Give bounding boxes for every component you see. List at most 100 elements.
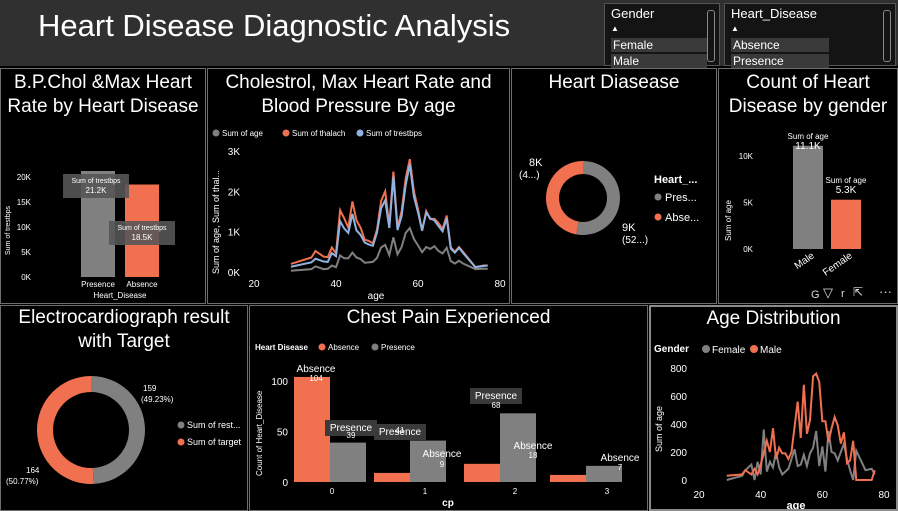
data-label-box (63, 174, 129, 198)
slicer-heart-disease[interactable]: Heart_Disease ▲ Absence Presence (724, 3, 896, 68)
legend-marker (282, 129, 290, 137)
y-tick-label: 0 (681, 476, 687, 487)
legend-label: Presence (381, 343, 415, 352)
data-label-value: 5.3K (836, 185, 857, 196)
age-line-svg: Sum of age Sum of thalach Sum of trestbps 0… (211, 129, 506, 302)
legend-title: Heart Disease (255, 343, 308, 352)
y-tick-label: 1K (228, 228, 241, 239)
series-line-male (726, 371, 876, 481)
donut-slice-absence (545, 161, 583, 235)
y-tick-label: 0K (743, 245, 753, 254)
data-label-value: 18 (529, 451, 538, 460)
data-label-series: Sum of age (788, 132, 829, 141)
data-label-series: Sum of trestbps (117, 225, 167, 232)
x-tick-label: 40 (755, 490, 767, 501)
data-label-series: Presence (475, 391, 518, 402)
data-label-series: Presence (330, 423, 373, 434)
y-tick-label: 0 (282, 478, 288, 489)
data-label-series: Absence (423, 449, 462, 460)
data-label-series: Absence (514, 441, 553, 452)
slicer-heart-disease-scrollbar[interactable] (883, 10, 891, 62)
data-label-value: 11.1K (795, 141, 821, 152)
x-tick-label: Female (821, 250, 855, 278)
data-label-value: 9 (440, 460, 445, 469)
slicer-item-presence[interactable]: Presence (731, 54, 829, 68)
legend-title: Heart_... (654, 174, 697, 186)
data-label-series: Sum of age (826, 176, 867, 185)
y-tick-label: 10K (739, 152, 754, 161)
legend-label: Sum of age (222, 129, 263, 138)
x-tick-label: 40 (330, 279, 342, 290)
panel-bp-chart: B.P.Chol &Max Heart Rate by Heart Diseas… (0, 68, 206, 304)
legend-label: Sum of target (187, 437, 242, 447)
slicer-heart-disease-title: Heart_Disease (731, 6, 817, 21)
legend-label: Sum of trestbps (366, 129, 422, 138)
slicer-item-male[interactable]: Male (611, 54, 707, 68)
x-tick-label: Presence (81, 280, 115, 289)
panel-title: Heart Diasease (548, 72, 680, 93)
x-axis-title: age (368, 291, 385, 302)
series-line-sum-of-age (290, 226, 488, 272)
legend-marker (177, 421, 185, 429)
more-options-icon[interactable]: ··· (879, 284, 892, 299)
donut-slice-0 (91, 376, 145, 484)
y-tick-label: 200 (670, 448, 687, 459)
legend-label: Abse... (665, 212, 699, 224)
slicer-gender-title: Gender (611, 6, 655, 21)
legend-label: Female (712, 345, 746, 356)
data-label-value: 68 (492, 401, 501, 410)
legend-marker (654, 193, 662, 201)
slice-value-label: 9K (622, 222, 636, 234)
bar-presence-cp0 (330, 442, 366, 482)
legend-title: Gender (654, 344, 689, 355)
x-tick-label: 0 (330, 487, 335, 496)
x-axis-title: Heart_Disease (94, 291, 147, 300)
data-label-value: 21.2K (86, 186, 108, 195)
panel-title: B.P.Chol &Max Heart Rate by Heart Diseas… (7, 72, 199, 117)
x-axis-title: cp (442, 498, 454, 509)
data-label-box (109, 221, 175, 245)
y-axis-title: Sum of trestbps (5, 205, 12, 255)
donut-slice-1 (36, 376, 94, 484)
x-tick-label: 1 (423, 487, 428, 496)
data-label-series: Absence (601, 453, 640, 464)
panel-ecg-donut: Electrocardiograph result with Target 15… (0, 305, 248, 511)
ecg-donut-svg: 159 (49.23%) 164 (50.77%) Sum of rest... Sum … (6, 376, 242, 486)
slicer-gender-scrollbar[interactable] (707, 10, 715, 62)
slicer-gender[interactable]: Gender ▲ Female Male (604, 3, 720, 68)
legend-label: Pres... (665, 192, 697, 204)
legend-label: Sum of thalach (292, 129, 345, 138)
panel-title: Age Distribution (706, 308, 841, 329)
y-tick-label: 2K (228, 187, 241, 198)
y-axis-title: Sum of age (724, 200, 733, 241)
y-axis-title: Count of Heart_Disease (255, 390, 264, 476)
bar-female (831, 199, 861, 249)
y-tick-label: 600 (670, 392, 687, 403)
slicer-item-absence[interactable]: Absence (731, 38, 829, 52)
legend-marker (371, 343, 379, 351)
y-tick-label: 10K (17, 223, 32, 232)
panel-title: Cholestrol, Max Heart Rate and Blood Pre… (225, 72, 492, 117)
legend-marker (654, 213, 662, 221)
data-label-value: 39 (347, 431, 356, 440)
legend-label: Absence (328, 343, 360, 352)
x-tick-label: 60 (817, 490, 829, 501)
data-label-value: 41 (396, 426, 405, 435)
x-tick-label: 20 (693, 490, 705, 501)
bar-absence-cp0 (294, 376, 330, 482)
y-tick-label: 100 (271, 377, 288, 388)
sort-up-icon: ▲ (611, 24, 619, 33)
filter-icon[interactable]: ▽ (823, 285, 833, 300)
panel-title: Count of Heart Disease by gender (728, 72, 888, 117)
x-tick-label: 80 (494, 279, 506, 290)
slice-value-label: 159 (143, 384, 157, 393)
focus-mode-icon[interactable]: ⇱ (853, 285, 864, 299)
slicer-item-female[interactable]: Female (611, 38, 707, 52)
y-tick-label: 20K (17, 173, 32, 182)
series-line-sum-of-trestbps (290, 164, 488, 269)
donut-slice-presence (576, 161, 620, 235)
data-label-value: 104 (309, 374, 323, 383)
bar-absence-cp3 (550, 474, 586, 482)
age-dist-svg: Gender Female Male 0 200 400 600 800 20 40 60 80 Sum… (654, 344, 890, 509)
